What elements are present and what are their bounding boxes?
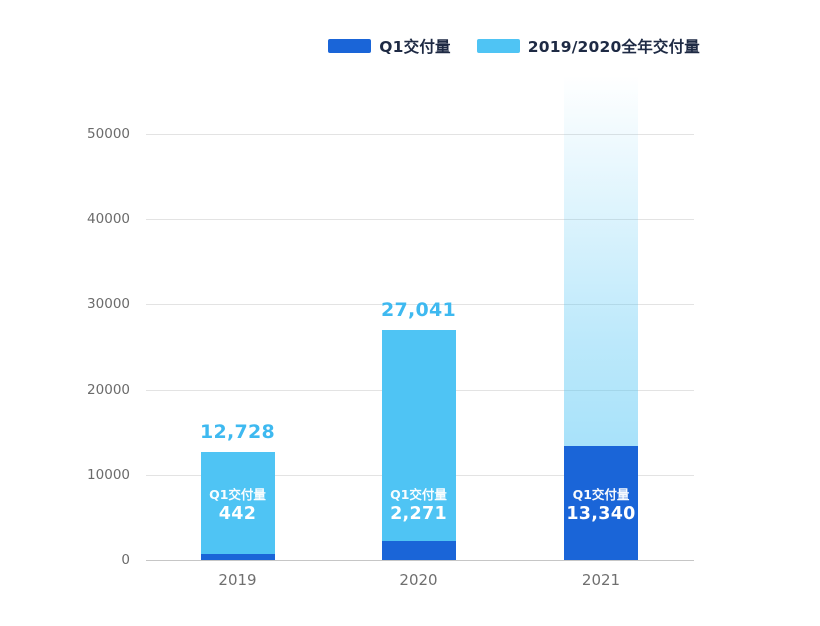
bar-inner-title: Q1交付量 (390, 487, 447, 502)
bar-total-label-2020: 27,041 (380, 298, 457, 321)
bar-inner-value: 13,340 (566, 504, 636, 524)
x-axis-line (146, 560, 694, 561)
legend-swatch-q1-icon (328, 39, 372, 53)
bar-q1-2020 (381, 540, 456, 560)
bar-inner-value: 442 (218, 504, 257, 524)
bar-inner-title: Q1交付量 (209, 487, 266, 502)
legend-item-q1-deliveries: Q1交付量 (328, 35, 451, 57)
legend-swatch-full-year-icon (476, 39, 520, 53)
bar-inner-label-2020: Q1交付量 2,271 (374, 487, 464, 525)
bar-inner-value: 2,271 (390, 504, 447, 524)
bar-inner-label-2019: Q1交付量 442 (193, 487, 283, 525)
x-axis-label-2021: 2021 (581, 571, 621, 589)
y-axis-tick-label: 0 (121, 552, 130, 568)
chart-legend: Q1交付量 2019/2020全年交付量 (328, 35, 700, 57)
bar-full-year-2020 (381, 329, 456, 560)
bar-inner-label-2021: Q1交付量 13,340 (556, 487, 646, 525)
bar-q1-2021 (564, 446, 638, 560)
gridline (146, 304, 694, 306)
y-axis-tick-label: 20000 (87, 381, 130, 398)
bar-total-label-2019: 12,728 (199, 420, 276, 443)
x-axis-label-2020: 2020 (399, 571, 438, 589)
legend-item-full-year-deliveries: 2019/2020全年交付量 (476, 35, 700, 57)
gridline (146, 134, 694, 135)
bar-inner-title: Q1交付量 (572, 487, 630, 502)
legend-label-q1: Q1交付量 (379, 38, 451, 56)
x-axis-label-2019: 2019 (218, 571, 257, 589)
y-axis-tick-label: 10000 (87, 466, 130, 483)
legend-label-full-year: 2019/2020全年交付量 (527, 38, 700, 56)
bar-full-year-2019 (200, 451, 275, 560)
bar-q1-2019 (200, 554, 275, 560)
y-axis-tick-label: 30000 (87, 296, 130, 313)
y-axis-tick-label: 40000 (87, 211, 130, 228)
gridline (146, 219, 694, 221)
y-axis-tick-label: 50000 (87, 126, 130, 142)
